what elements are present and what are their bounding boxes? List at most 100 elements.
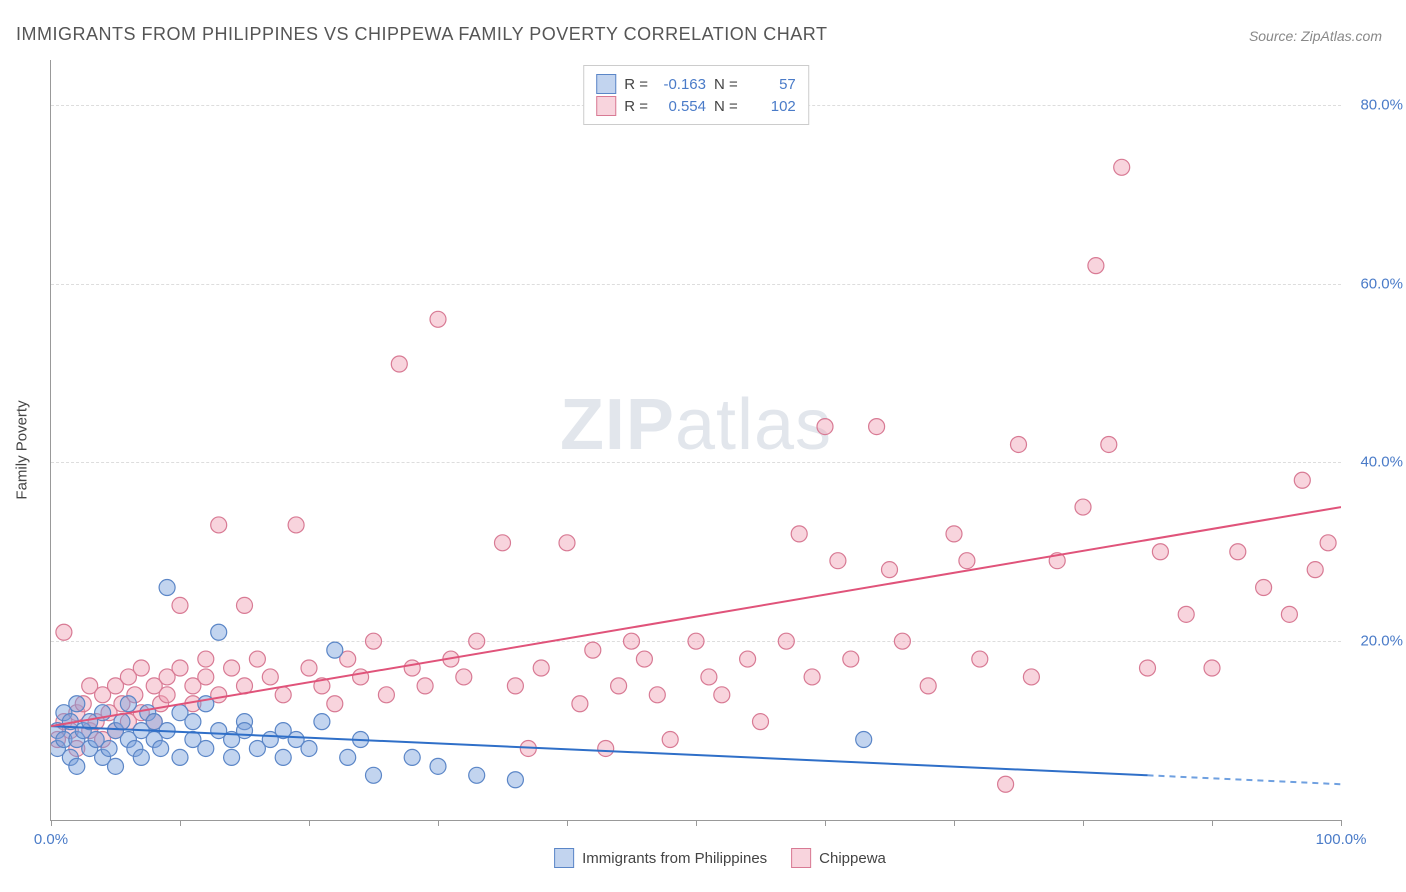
data-point-chippewa [1011,436,1027,452]
data-point-chippewa [1204,660,1220,676]
x-tick-label: 100.0% [1316,831,1367,848]
data-point-philippines [101,740,117,756]
data-point-chippewa [1294,472,1310,488]
data-point-philippines [507,772,523,788]
data-point-chippewa [598,740,614,756]
chart-title: IMMIGRANTS FROM PHILIPPINES VS CHIPPEWA … [16,24,827,45]
legend-item-philippines: Immigrants from Philippines [554,848,767,868]
legend-label-chippewa: Chippewa [819,850,886,867]
data-point-chippewa [1152,544,1168,560]
data-point-chippewa [430,311,446,327]
chart-container: Family Poverty ZIPatlas R = -0.163 N = 5… [50,60,1390,840]
data-point-chippewa [959,553,975,569]
data-point-chippewa [1140,660,1156,676]
data-point-philippines [153,740,169,756]
legend-label-philippines: Immigrants from Philippines [582,850,767,867]
data-point-chippewa [224,660,240,676]
data-point-chippewa [1075,499,1091,515]
data-point-chippewa [817,419,833,435]
legend-item-chippewa: Chippewa [791,848,886,868]
y-axis-label: Family Poverty [14,400,31,499]
data-point-chippewa [378,687,394,703]
data-point-philippines [404,749,420,765]
data-point-chippewa [972,651,988,667]
series-legend: Immigrants from Philippines Chippewa [554,848,886,868]
trend-line-chippewa [51,507,1341,726]
data-point-chippewa [559,535,575,551]
legend-swatch-chippewa [596,96,616,116]
data-point-chippewa [417,678,433,694]
data-point-chippewa [1101,436,1117,452]
data-point-chippewa [327,696,343,712]
data-point-chippewa [262,669,278,685]
x-tick [1083,820,1084,826]
data-point-chippewa [611,678,627,694]
r-value-philippines: -0.163 [656,76,706,93]
data-point-chippewa [133,660,149,676]
data-point-philippines [366,767,382,783]
x-tick [696,820,697,826]
x-tick [567,820,568,826]
data-point-philippines [301,740,317,756]
data-point-chippewa [688,633,704,649]
data-point-chippewa [920,678,936,694]
data-point-philippines [133,749,149,765]
plot-area: ZIPatlas R = -0.163 N = 57 R = 0.554 N =… [50,60,1341,821]
r-label: R = [624,76,648,93]
data-point-chippewa [998,776,1014,792]
data-point-chippewa [753,714,769,730]
data-point-chippewa [237,597,253,613]
y-tick-label: 80.0% [1348,96,1403,113]
legend-swatch-philippines [596,74,616,94]
data-point-chippewa [495,535,511,551]
r-value-chippewa: 0.554 [656,98,706,115]
data-point-chippewa [211,517,227,533]
y-tick-label: 40.0% [1348,454,1403,471]
data-point-chippewa [198,651,214,667]
data-point-chippewa [507,678,523,694]
data-point-philippines [327,642,343,658]
data-point-philippines [159,580,175,596]
data-point-chippewa [714,687,730,703]
data-point-chippewa [1088,258,1104,274]
data-point-chippewa [778,633,794,649]
n-label: N = [714,76,738,93]
data-point-chippewa [1320,535,1336,551]
data-point-chippewa [353,669,369,685]
scatter-svg [51,60,1341,820]
data-point-chippewa [882,562,898,578]
data-point-philippines [340,749,356,765]
data-point-philippines [198,740,214,756]
data-point-chippewa [1307,562,1323,578]
x-tick [954,820,955,826]
data-point-philippines [224,749,240,765]
data-point-chippewa [288,517,304,533]
trend-line-philippines [51,726,1148,775]
correlation-legend: R = -0.163 N = 57 R = 0.554 N = 102 [583,65,809,125]
data-point-chippewa [391,356,407,372]
x-tick [309,820,310,826]
data-point-chippewa [804,669,820,685]
data-point-chippewa [275,687,291,703]
data-point-chippewa [1230,544,1246,560]
legend-row-chippewa: R = 0.554 N = 102 [596,96,796,116]
data-point-chippewa [946,526,962,542]
data-point-chippewa [662,732,678,748]
data-point-philippines [469,767,485,783]
x-tick [180,820,181,826]
y-tick-label: 60.0% [1348,275,1403,292]
x-tick [825,820,826,826]
data-point-chippewa [636,651,652,667]
r-label: R = [624,98,648,115]
data-point-chippewa [585,642,601,658]
x-tick [438,820,439,826]
data-point-philippines [856,732,872,748]
data-point-chippewa [366,633,382,649]
legend-swatch-philippines-icon [554,848,574,868]
data-point-chippewa [791,526,807,542]
data-point-chippewa [649,687,665,703]
data-point-chippewa [456,669,472,685]
legend-row-philippines: R = -0.163 N = 57 [596,74,796,94]
source-name: ZipAtlas.com [1301,28,1382,44]
data-point-philippines [275,749,291,765]
